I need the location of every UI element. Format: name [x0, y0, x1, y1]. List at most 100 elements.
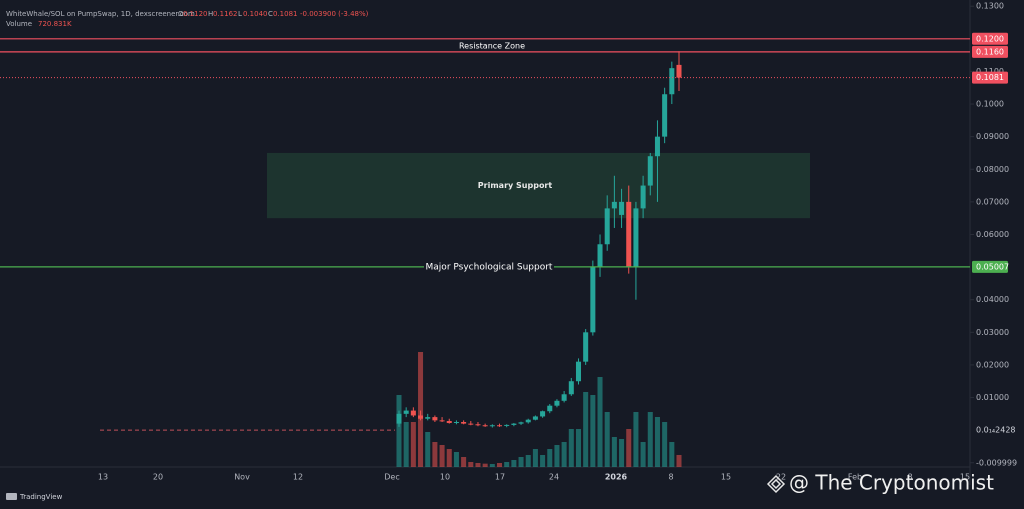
volume-bar — [403, 422, 409, 467]
volume-bar — [525, 455, 531, 467]
volume-value: 720.831K — [38, 20, 72, 28]
volume-bar — [547, 449, 553, 467]
candle-body — [575, 361, 581, 382]
logo-icon — [6, 493, 17, 500]
volume-bar — [497, 463, 503, 467]
volume-bar — [410, 422, 416, 467]
volume-bar — [453, 452, 459, 467]
candle-body — [654, 136, 660, 157]
volume-bar — [439, 445, 445, 467]
psych-label: Major Psychological Support — [426, 262, 553, 272]
candle-body — [561, 394, 567, 401]
volume-bar — [640, 442, 646, 467]
price-label: 0.0₁₄2428 — [976, 426, 1016, 435]
candle-body — [633, 208, 639, 268]
ohlc-value: 0.1081 — [273, 10, 298, 18]
candle-body — [626, 201, 632, 268]
volume-bar — [619, 439, 625, 467]
price-label: 0.1160 — [976, 47, 1004, 56]
x-tick-label: 17 — [495, 473, 505, 482]
price-tag — [972, 260, 1008, 273]
support-zone — [267, 152, 810, 219]
candle-body — [425, 417, 431, 419]
logo-text: TradingView — [19, 493, 63, 501]
candle-body — [676, 64, 682, 78]
volume-bar — [482, 463, 488, 467]
volume-bar — [518, 457, 524, 467]
candle-body — [669, 68, 675, 95]
candle-body — [518, 422, 524, 424]
volume-bar — [540, 455, 546, 467]
support-label: Primary Support — [478, 181, 553, 190]
candle-body — [640, 185, 646, 209]
watermark-icon — [766, 474, 786, 494]
volume-bar — [583, 392, 589, 467]
volume-bar — [626, 429, 632, 467]
candle-body — [583, 332, 589, 362]
price-label: 0.05007 — [976, 262, 1009, 271]
candle-body — [418, 415, 424, 419]
candle-body — [604, 208, 610, 245]
watermark: @ The Cryptonomist — [766, 471, 994, 495]
symbol: WhiteWhale/SOL on PumpSwap, 1D, dexscree… — [6, 10, 195, 18]
x-tick-label: 8 — [907, 473, 912, 482]
x-tick-label: Dec — [384, 473, 399, 482]
volume-bar — [504, 462, 510, 467]
price-tag — [972, 32, 1008, 45]
volume-bar — [568, 429, 574, 467]
y-tick-label: 0.01000 — [976, 393, 1009, 402]
volume-bar — [676, 454, 682, 467]
resistance-label: Resistance Zone — [459, 41, 525, 50]
volume-bar — [669, 442, 675, 467]
price-tag — [972, 45, 1008, 58]
y-tick-label: 0.1300 — [976, 2, 1004, 11]
y-tick-label: 0.03000 — [976, 328, 1009, 337]
candle-body — [547, 405, 553, 412]
volume-bar — [446, 449, 452, 467]
candle-body — [468, 423, 474, 425]
volume-bar — [554, 445, 560, 467]
candle-body — [511, 423, 517, 425]
candle-body — [647, 156, 653, 186]
candle-body — [540, 411, 546, 417]
x-tick-label: 15 — [960, 473, 970, 482]
y-tick-label: 0.08000 — [976, 165, 1009, 174]
ohlc-key: C — [268, 10, 273, 18]
volume-bar — [511, 460, 517, 467]
volume-bar — [633, 412, 639, 467]
price-tag — [972, 71, 1008, 84]
price-label: 0.1200 — [976, 34, 1004, 43]
tradingview-logo: TradingView — [6, 493, 63, 501]
candle-body — [446, 421, 452, 423]
x-tick-label: 12 — [293, 473, 303, 482]
y-tick-label: 0.02000 — [976, 360, 1009, 369]
x-tick-label: 2026 — [605, 473, 628, 482]
volume-bar — [461, 457, 467, 467]
x-tick-label: 13 — [98, 473, 108, 482]
volume-bar — [532, 449, 538, 467]
candle-body — [525, 419, 531, 423]
candle-body — [439, 420, 445, 422]
candle-body — [396, 413, 402, 424]
x-tick-label: 24 — [549, 473, 559, 482]
volume-bar — [590, 395, 596, 467]
volume-bar — [475, 463, 481, 467]
volume-bar — [468, 462, 474, 467]
candle-body — [403, 410, 409, 414]
y-tick-label: 0.1100 — [976, 67, 1004, 76]
ohlc-value: 0.1040 — [243, 10, 268, 18]
x-tick-label: 20 — [153, 473, 163, 482]
volume-bar — [604, 412, 610, 467]
y-tick-label: -0.009999 — [976, 458, 1017, 467]
candle-body — [497, 425, 503, 427]
volume-bar — [575, 429, 581, 467]
x-tick-label: Nov — [234, 473, 250, 482]
volume-bar — [561, 442, 567, 467]
watermark-text: @ The Cryptonomist — [789, 471, 994, 495]
ohlc-key: L — [238, 10, 242, 18]
volume-bar — [489, 464, 495, 467]
volume-bar — [396, 395, 402, 467]
candle-body — [410, 410, 416, 416]
